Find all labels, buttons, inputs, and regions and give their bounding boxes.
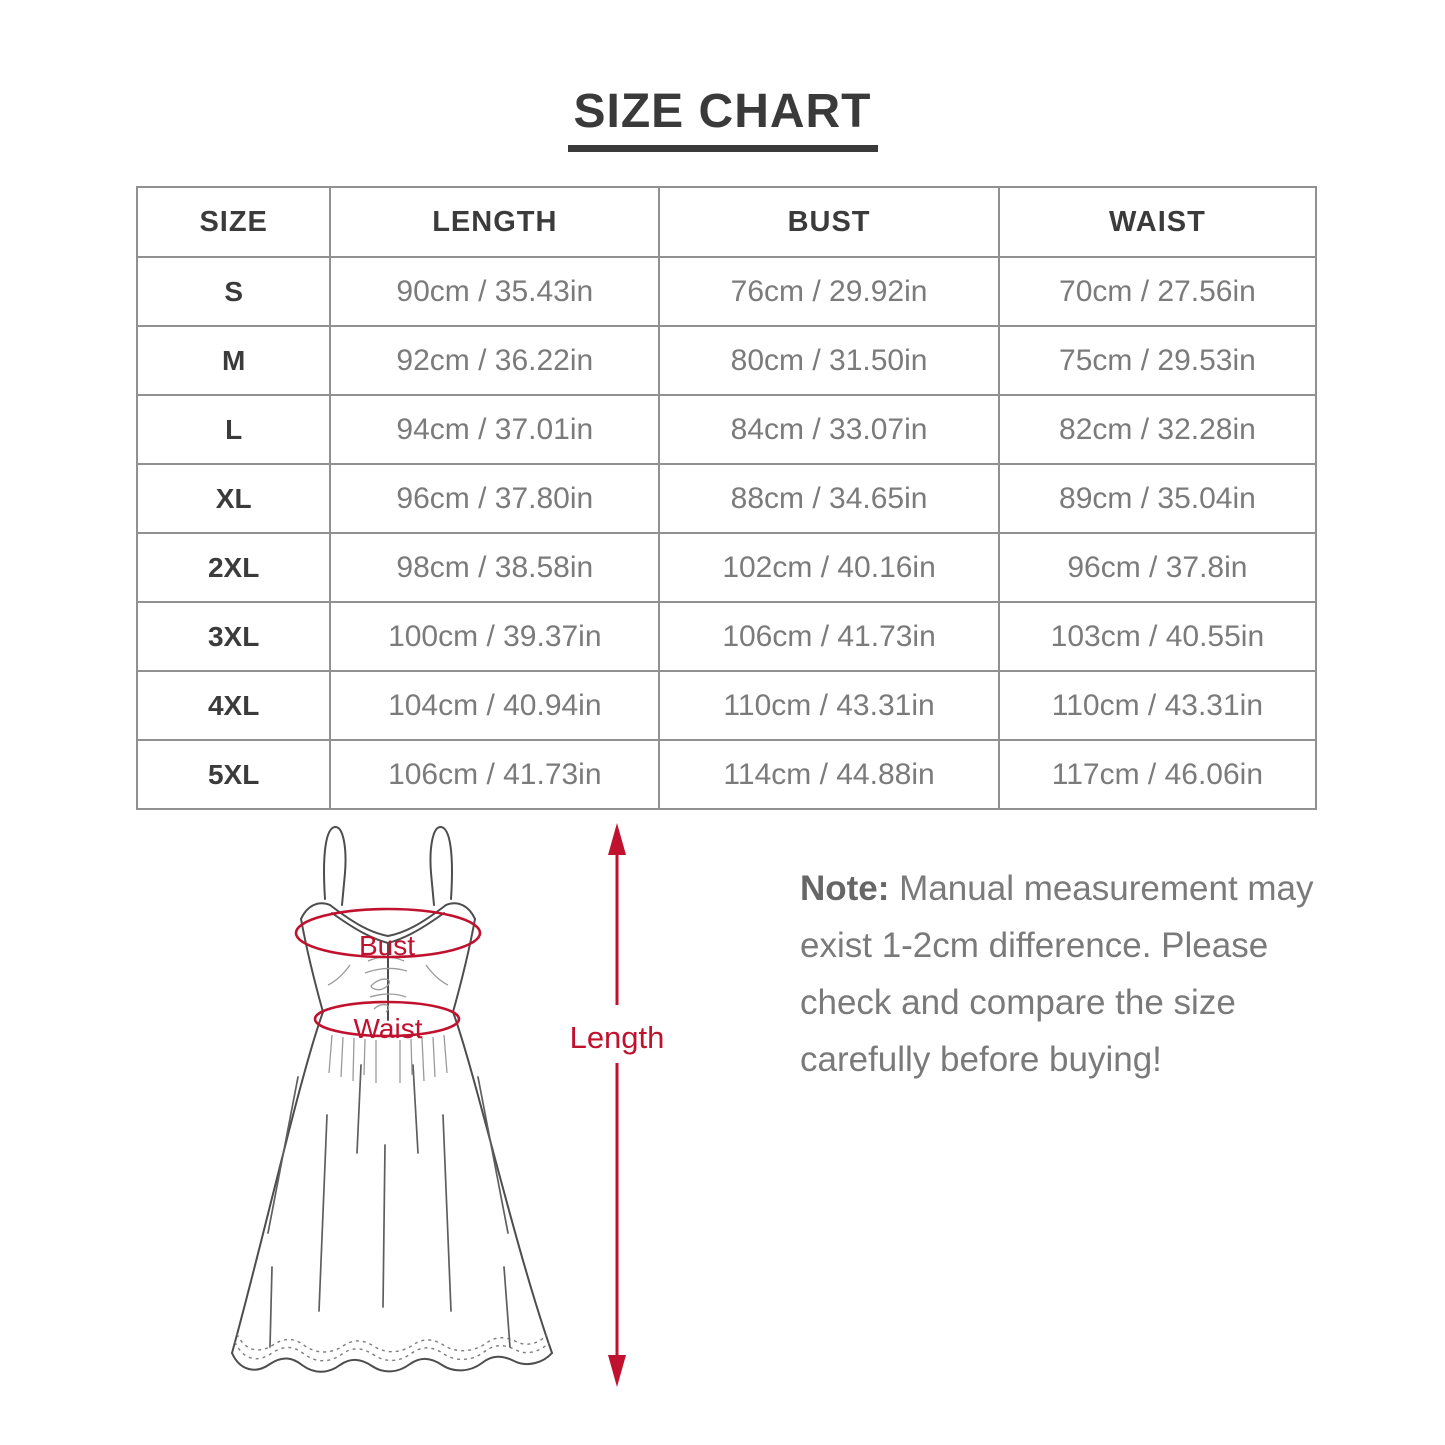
cell-length: 98cm / 38.58in [329, 532, 661, 603]
hem-stitching-icon [234, 1333, 550, 1362]
bust-ellipse-icon [294, 907, 482, 959]
note-line-4: carefully before buying! [800, 1040, 1162, 1079]
cell-size: L [135, 394, 332, 465]
table-row: L 94cm / 37.01in 84cm / 33.07in 82cm / 3… [135, 394, 1318, 465]
waist-gathers-icon [328, 1034, 448, 1083]
cell-bust: 102cm / 40.16in [658, 532, 1000, 603]
cell-length: 90cm / 35.43in [329, 256, 661, 327]
cell-size: 3XL [135, 601, 332, 672]
cell-waist: 110cm / 43.31in [997, 670, 1318, 741]
cell-bust: 110cm / 43.31in [658, 670, 1000, 741]
header-waist: WAIST [997, 186, 1318, 258]
table-row: M 92cm / 36.22in 80cm / 31.50in 75cm / 2… [135, 325, 1318, 396]
table-row: 4XL 104cm / 40.94in 110cm / 43.31in 110c… [135, 670, 1318, 741]
note-line-1: Note: Manual measurement may [800, 860, 1380, 917]
dress-measurement-diagram: Bust Waist Length [231, 823, 665, 1387]
cell-waist: 82cm / 32.28in [997, 394, 1318, 465]
header-size: SIZE [135, 186, 332, 258]
waist-label: Waist [354, 1013, 423, 1044]
page-title: SIZE CHART [567, 84, 878, 152]
cell-bust: 84cm / 33.07in [658, 394, 1000, 465]
header-bust: BUST [658, 186, 1000, 258]
cell-waist: 117cm / 46.06in [997, 739, 1318, 810]
table-row: S 90cm / 35.43in 76cm / 29.92in 70cm / 2… [135, 256, 1318, 327]
cell-bust: 114cm / 44.88in [658, 739, 1000, 810]
length-label: Length [570, 1020, 665, 1055]
dress-outline-icon [231, 826, 553, 1373]
cell-bust: 88cm / 34.65in [658, 463, 1000, 534]
waist-ellipse-icon [313, 1000, 461, 1038]
length-arrow-icon [608, 823, 626, 1387]
cell-bust: 76cm / 29.92in [658, 256, 1000, 327]
note: Note: Manual measurement may exist 1-2cm… [800, 860, 1380, 1088]
cell-length: 96cm / 37.80in [329, 463, 661, 534]
note-line-1-text: Manual measurement may [899, 869, 1314, 908]
note-label: Note: [800, 869, 890, 908]
table-row: 3XL 100cm / 39.37in 106cm / 41.73in 103c… [135, 601, 1318, 672]
cell-size: 5XL [135, 739, 332, 810]
cell-size: XL [135, 463, 332, 534]
cell-size: 4XL [135, 670, 332, 741]
bodice-ruching-icon [327, 956, 449, 1013]
note-line-3: check and compare the size [800, 983, 1236, 1022]
size-table: SIZE LENGTH BUST WAIST S 90cm / 35.43in … [135, 186, 1318, 810]
table-header-row: SIZE LENGTH BUST WAIST [135, 186, 1318, 258]
cell-waist: 103cm / 40.55in [997, 601, 1318, 672]
cell-waist: 70cm / 27.56in [997, 256, 1318, 327]
cell-length: 104cm / 40.94in [329, 670, 661, 741]
cell-length: 100cm / 39.37in [329, 601, 661, 672]
table-row: 5XL 106cm / 41.73in 114cm / 44.88in 117c… [135, 739, 1318, 810]
header-length: LENGTH [329, 186, 661, 258]
table-row: 2XL 98cm / 38.58in 102cm / 40.16in 96cm … [135, 532, 1318, 603]
cell-bust: 80cm / 31.50in [658, 325, 1000, 396]
cell-length: 92cm / 36.22in [329, 325, 661, 396]
bust-label: Bust [359, 930, 415, 961]
cell-waist: 96cm / 37.8in [997, 532, 1318, 603]
cell-waist: 89cm / 35.04in [997, 463, 1318, 534]
table-row: XL 96cm / 37.80in 88cm / 34.65in 89cm / … [135, 463, 1318, 534]
cell-bust: 106cm / 41.73in [658, 601, 1000, 672]
cell-size: 2XL [135, 532, 332, 603]
cell-size: S [135, 256, 332, 327]
measurement-ellipses [294, 907, 482, 1038]
cell-length: 94cm / 37.01in [329, 394, 661, 465]
note-line-2: exist 1-2cm difference. Please [800, 926, 1269, 965]
cell-size: M [135, 325, 332, 396]
skirt-folds-icon [267, 1064, 511, 1348]
cell-waist: 75cm / 29.53in [997, 325, 1318, 396]
page-title-row: SIZE CHART [0, 84, 1445, 152]
cell-length: 106cm / 41.73in [329, 739, 661, 810]
